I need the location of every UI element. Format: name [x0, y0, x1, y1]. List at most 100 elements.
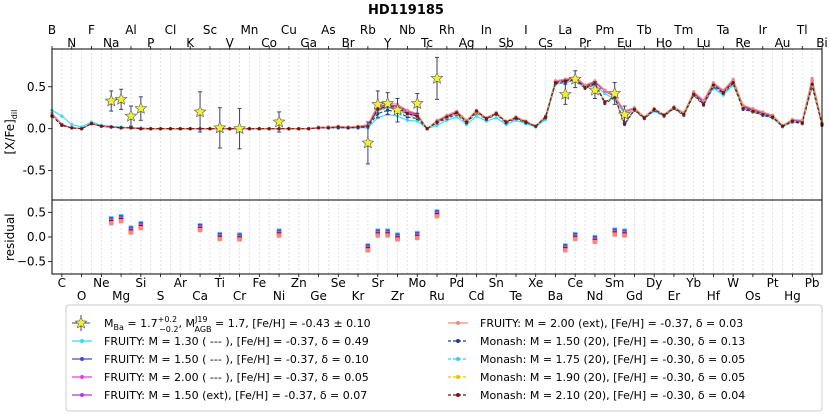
- residual-marker-Mg: [118, 219, 124, 224]
- observed-Ce: [568, 70, 582, 89]
- bottom-tick-Er: Er: [668, 289, 681, 303]
- top-tick-V: V: [226, 36, 235, 50]
- observed-star-Sm: [608, 86, 622, 99]
- residual-panel: 0.5 0.0 −0.5 residual: [3, 199, 823, 275]
- observed-star-Y: [381, 96, 395, 110]
- top-tick-Cu: Cu: [281, 23, 297, 37]
- observed-Mg: [114, 88, 128, 110]
- residual-marker-Ce: [573, 236, 578, 242]
- observed-Si: [134, 96, 148, 121]
- observed-star-Ti: [213, 121, 227, 134]
- residual-marker-Sr: [375, 233, 380, 238]
- top-tick-Eu: Eu: [617, 36, 632, 50]
- bottom-tick-Ru: Ru: [429, 289, 444, 303]
- residual-y-axis-label: residual: [3, 213, 17, 261]
- series-point-Se: [336, 125, 340, 129]
- observed-Eu: [618, 105, 632, 124]
- bottom-tick-Ni: Ni: [273, 289, 285, 303]
- observed-star-Mg: [114, 92, 128, 105]
- bottom-tick-Fe: Fe: [252, 276, 266, 290]
- top-tick-I: I: [524, 23, 528, 37]
- observed-points: [104, 56, 632, 165]
- series-point-Au: [780, 124, 785, 128]
- abundance-panel: 0.5 0.0 -0.5 [X/Fe]dil: [3, 48, 824, 201]
- residual-marker-Zr: [395, 237, 400, 242]
- series-point-Re: [741, 106, 745, 111]
- legend-entry-1: FRUITY: M = 1.50 ( --- ), [Fe/H] = -0.37…: [72, 353, 369, 366]
- residual-marker-Na: [109, 220, 114, 226]
- series-point-Pd: [455, 115, 459, 119]
- series-8: [50, 76, 824, 131]
- top-tick-Al: Al: [125, 23, 137, 37]
- observed-Cr: [233, 108, 247, 150]
- series-point-Ru: [435, 123, 439, 127]
- residual-Rb: [365, 243, 371, 253]
- residual-Mg: [118, 214, 124, 224]
- series-point-Ne: [99, 124, 103, 128]
- residual-marker-Ti: [217, 236, 223, 242]
- top-tick-Ho: Ho: [656, 36, 672, 50]
- series-point-Os: [751, 106, 755, 111]
- observed-Sr: [371, 90, 385, 119]
- series-point-Kr: [356, 125, 360, 129]
- legend-entry-3: FRUITY: M = 1.50 (ext), [Fe/H] = -0.37, …: [72, 389, 367, 402]
- bottom-tick-Ne: Ne: [93, 276, 109, 290]
- main-ytick-label: 0.5: [27, 80, 46, 94]
- top-tick-Na: Na: [103, 36, 119, 50]
- residual-marker-Y: [385, 233, 390, 238]
- observed-star-Nd: [588, 83, 602, 96]
- series-point-Hg: [790, 119, 794, 123]
- residual-Ce: [573, 231, 578, 242]
- legend-entry-4: FRUITY: M = 2.00 (ext), [Fe/H] = -0.37, …: [448, 317, 743, 330]
- legend-marker-3: [80, 393, 84, 397]
- residual-marker-Si: [138, 225, 144, 231]
- series-point-Al: [129, 126, 133, 130]
- series-point-W: [731, 77, 735, 81]
- legend-entry-7: Monash: M = 1.90 (20), [Fe/H] = -0.30, δ…: [448, 371, 745, 384]
- series-point-Tc: [425, 127, 429, 131]
- series-point-Dy: [652, 107, 656, 111]
- top-tick-P: P: [147, 36, 154, 50]
- residual-Ca: [197, 222, 203, 233]
- observed-Rb: [361, 121, 375, 165]
- observed-Nd: [588, 81, 602, 99]
- series-point-Gd: [632, 107, 637, 111]
- top-tick-Au: Au: [775, 36, 791, 50]
- series-point-S: [158, 127, 163, 131]
- top-tick-Tb: Tb: [636, 23, 652, 37]
- residual-Sm: [612, 227, 617, 237]
- series-point-Mo: [415, 114, 419, 118]
- residual-Eu: [622, 228, 627, 238]
- series-point-Lu: [701, 98, 706, 102]
- legend-handle-star: [74, 316, 88, 329]
- series-point-Zn: [297, 127, 301, 131]
- series-point-Pr: [583, 83, 587, 87]
- bottom-tick-Pt: Pt: [767, 276, 779, 290]
- series-point-Pr: [583, 85, 587, 90]
- legend-marker-8: [456, 393, 460, 397]
- series-point-N: [70, 126, 74, 130]
- series-point-Mg: [119, 126, 123, 130]
- residual-marker-Eu: [622, 233, 627, 238]
- series-point-Ta: [721, 88, 725, 92]
- bottom-tick-Hg: Hg: [784, 289, 801, 303]
- bottom-tick-Zn: Zn: [291, 276, 307, 290]
- main-ytick-label: 0.0: [27, 122, 46, 136]
- top-tick-Tl: Tl: [796, 23, 808, 37]
- residual-Ni: [276, 228, 282, 238]
- series-point-Nb: [405, 108, 409, 112]
- top-tick-Nb: Nb: [399, 23, 416, 37]
- top-tick-Lu: Lu: [696, 36, 710, 50]
- series-point-Sc: [208, 127, 212, 131]
- bottom-tick-Ca: Ca: [192, 289, 208, 303]
- observed-star-Ru: [430, 71, 444, 84]
- series-point-Ir: [761, 112, 765, 117]
- residual-marker-Sm: [612, 232, 617, 237]
- series-point-Tb: [642, 116, 646, 120]
- series-point-Ge: [316, 126, 321, 130]
- series-point-Ta: [721, 91, 725, 95]
- bottom-tick-Ce: Ce: [567, 276, 583, 290]
- legend-label-1: FRUITY: M = 1.50 ( --- ), [Fe/H] = -0.37…: [104, 353, 369, 366]
- residual-Cr: [237, 232, 242, 242]
- residual-marker-Mo: [415, 235, 420, 241]
